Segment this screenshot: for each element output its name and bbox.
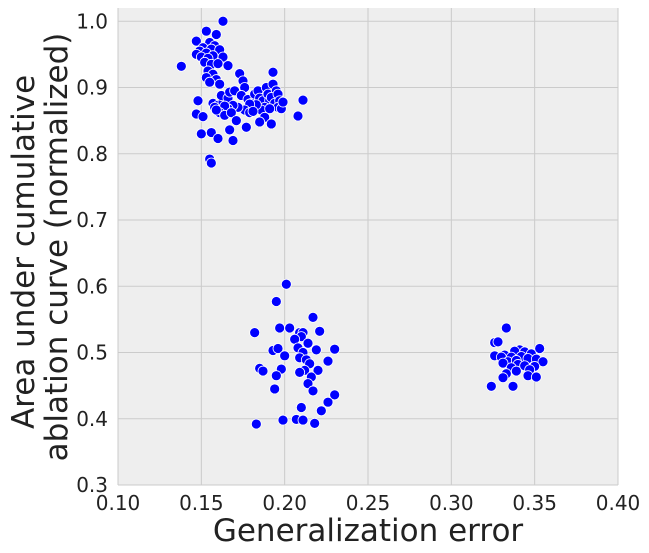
data-point (204, 76, 216, 88)
y-tick-labels: 0.3 0.4 0.5 0.6 0.7 0.8 0.9 1.0 (76, 9, 108, 497)
data-point (197, 111, 209, 123)
data-point (492, 336, 504, 348)
y-tick-label: 0.7 (76, 208, 108, 232)
data-point (270, 296, 282, 307)
data-point (500, 322, 512, 334)
data-point (175, 60, 187, 72)
data-point (205, 127, 217, 138)
data-point (240, 121, 252, 133)
x-axis-title: Generalization error (213, 513, 524, 549)
y-axis-title-line-1: Area under cumulative (6, 75, 42, 429)
data-point (227, 135, 239, 146)
data-point (210, 104, 222, 116)
data-point (297, 414, 309, 426)
y-tick-label: 0.9 (76, 76, 108, 100)
data-point (247, 105, 259, 117)
data-point (249, 327, 261, 339)
y-tick-label: 1.0 (76, 9, 108, 33)
data-point (297, 94, 309, 106)
data-point (272, 343, 284, 354)
data-point (534, 343, 546, 354)
data-point (497, 357, 509, 369)
data-point (270, 370, 282, 382)
x-tick-label: 0.30 (429, 491, 474, 515)
data-point (312, 364, 324, 376)
x-tick-label: 0.20 (262, 491, 307, 515)
data-point (507, 380, 519, 392)
data-point (284, 322, 296, 334)
data-points (175, 15, 549, 430)
y-axis-title-line-2: ablation curve (normalized) (39, 33, 75, 462)
data-point (485, 380, 497, 392)
data-point (222, 60, 234, 72)
data-point (277, 414, 289, 426)
data-point (224, 124, 236, 136)
y-tick-label: 0.3 (76, 473, 108, 497)
data-point (212, 58, 224, 70)
data-point (302, 337, 314, 349)
data-point (322, 396, 334, 408)
data-point (195, 128, 207, 140)
data-point (329, 389, 341, 401)
y-tick-label: 0.4 (76, 407, 108, 431)
data-point (274, 322, 286, 334)
data-point (329, 343, 341, 355)
data-point (254, 116, 266, 128)
y-axis-title: Area under cumulative ablation curve (no… (6, 33, 75, 462)
data-point (230, 115, 242, 127)
data-point (192, 95, 204, 107)
x-tick-label: 0.40 (596, 491, 641, 515)
data-point (210, 29, 222, 40)
data-point (212, 133, 224, 144)
x-tick-label: 0.15 (179, 491, 224, 515)
data-point (264, 103, 276, 115)
x-tick-label: 0.35 (512, 491, 557, 515)
data-point (267, 66, 279, 78)
data-point (510, 365, 522, 377)
data-point (322, 355, 334, 367)
data-point (269, 383, 281, 395)
x-tick-labels: 0.10 0.15 0.20 0.25 0.30 0.35 0.40 (96, 491, 641, 515)
x-tick-label: 0.10 (96, 491, 141, 515)
data-point (302, 378, 314, 390)
data-point (309, 417, 321, 429)
data-point (295, 402, 307, 413)
y-tick-label: 0.6 (76, 274, 108, 298)
data-point (307, 385, 319, 397)
data-point (265, 118, 277, 130)
data-point (280, 278, 292, 290)
data-point (205, 157, 217, 169)
data-point (307, 311, 319, 323)
data-point (225, 107, 237, 119)
data-point (497, 372, 509, 384)
data-point (310, 344, 322, 356)
y-tick-label: 0.5 (76, 341, 108, 365)
data-point (294, 366, 306, 378)
data-point (279, 350, 291, 362)
x-tick-label: 0.25 (346, 491, 391, 515)
data-point (214, 78, 226, 90)
data-point (250, 418, 262, 430)
data-point (292, 110, 304, 122)
data-point (314, 325, 326, 337)
data-point (277, 96, 289, 108)
data-point (200, 25, 212, 37)
data-point (190, 35, 202, 47)
y-tick-label: 0.8 (76, 142, 108, 166)
data-point (315, 405, 327, 417)
data-point (257, 365, 269, 377)
data-point (530, 371, 542, 383)
data-point (217, 15, 229, 27)
data-point (537, 356, 549, 368)
